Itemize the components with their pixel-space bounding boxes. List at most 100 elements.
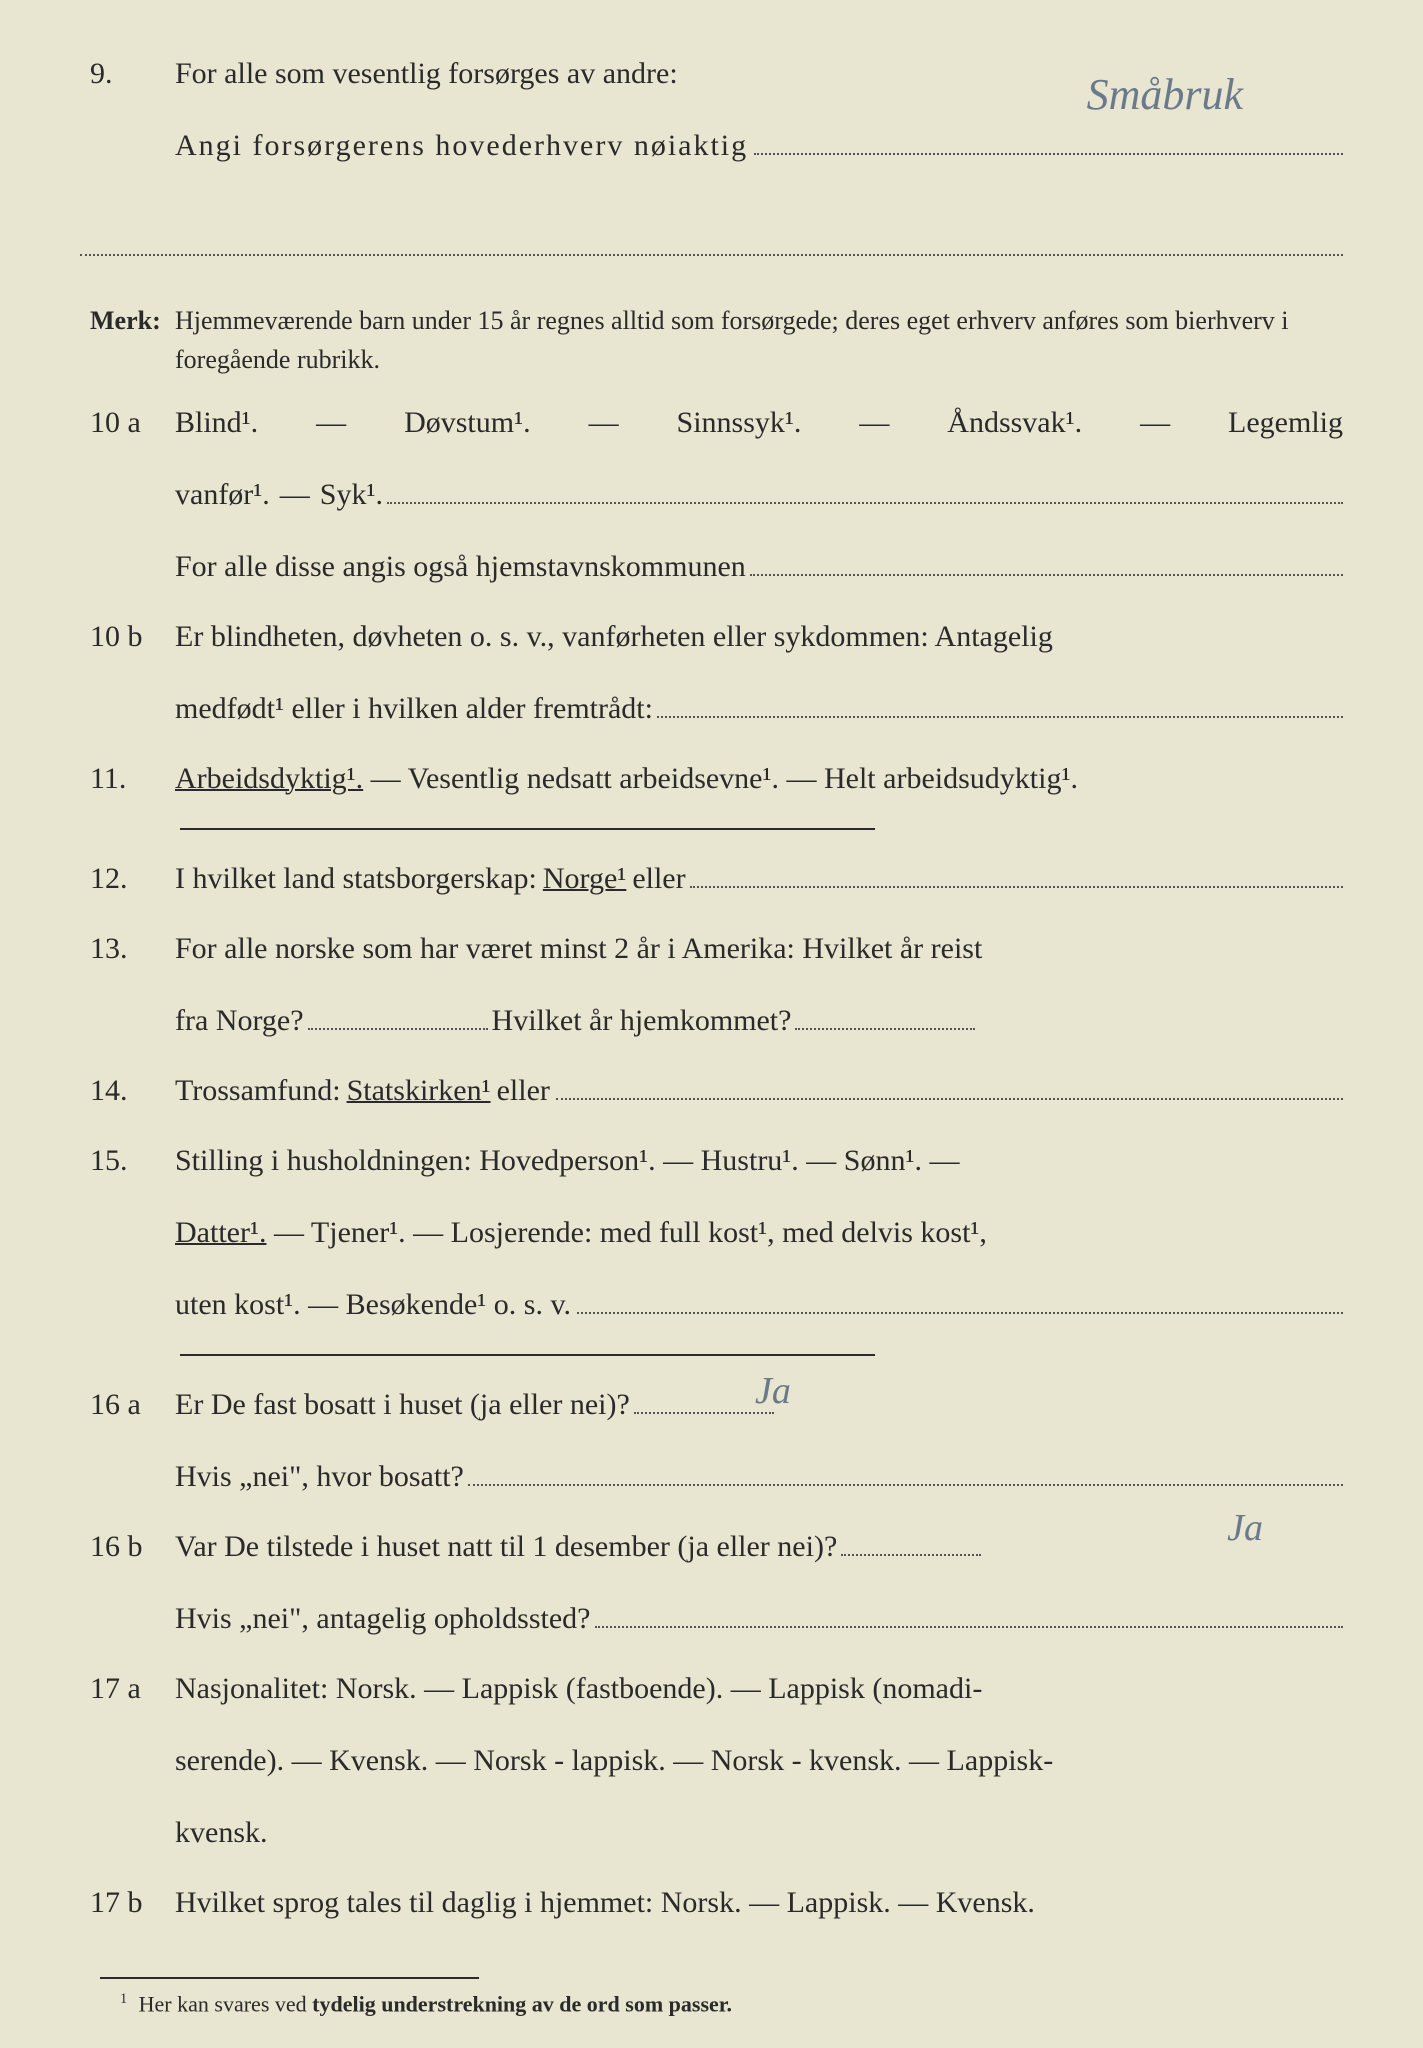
q16b-blank2[interactable] <box>595 1626 1344 1628</box>
q14-content: Trossamfund: Statskirken¹ eller <box>175 1067 1343 1115</box>
q10a-blank2[interactable] <box>750 574 1343 576</box>
q16b-number: 16 b <box>80 1523 175 1571</box>
footnote: 1 Her kan svares ved tydelig understrekn… <box>120 1991 1343 2017</box>
q12-content: I hvilket land statsborgerskap: Norge¹ e… <box>175 855 1343 903</box>
q15-blank[interactable] <box>577 1312 1343 1314</box>
question-10a: 10 a Blind¹. — Døvstum¹. — Sinnssyk¹. — … <box>80 399 1343 591</box>
q15-l2rest: — Tjener¹. — Losjerende: med full kost¹,… <box>274 1216 987 1249</box>
q17a-number: 17 a <box>80 1665 175 1713</box>
divider-dotted-1 <box>80 232 1343 256</box>
q10a-p1: Blind¹. <box>175 399 258 447</box>
q15-line3: uten kost¹. — Besøkende¹ o. s. v. <box>175 1281 571 1329</box>
q10a-d2: — <box>589 399 619 447</box>
q10a-number: 10 a <box>80 399 175 447</box>
q12-pre: I hvilket land statsborgerskap: <box>175 855 537 903</box>
q9-number: 9. <box>80 50 175 98</box>
question-14: 14. Trossamfund: Statskirken¹ eller <box>80 1067 1343 1115</box>
q16b-line1: Var De tilstede i huset natt til 1 desem… <box>175 1523 837 1571</box>
q10a-content: Blind¹. — Døvstum¹. — Sinnssyk¹. — Åndss… <box>175 399 1343 591</box>
q13-content: For alle norske som har været minst 2 år… <box>175 925 1343 1045</box>
q16a-handwritten: Ja <box>755 1361 791 1422</box>
q17a-line3: kvensk. <box>175 1809 1343 1857</box>
merk-text: Hjemmeværende barn under 15 år regnes al… <box>175 301 1343 379</box>
q13-l2mid: Hvilket år hjemkommet? <box>492 997 792 1045</box>
q10b-line2: medfødt¹ eller i hvilken alder fremtrådt… <box>175 685 653 733</box>
divider-2 <box>180 1354 875 1356</box>
q10a-d3: — <box>859 399 889 447</box>
question-17b: 17 b Hvilket sprog tales til daglig i hj… <box>80 1879 1343 1927</box>
q11-underlined: Arbeidsdyktig¹. <box>175 762 363 795</box>
divider-1 <box>180 828 875 830</box>
q12-blank[interactable] <box>690 886 1343 888</box>
q10b-number: 10 b <box>80 613 175 661</box>
q12-underlined: Norge¹ <box>543 855 626 903</box>
q16a-line2: Hvis „nei", hvor bosatt? <box>175 1453 464 1501</box>
q10b-content: Er blindheten, døvheten o. s. v., vanfør… <box>175 613 1343 733</box>
q11-number: 11. <box>80 755 175 803</box>
q10a-p3: Sinnssyk¹. <box>677 399 802 447</box>
q17a-content: Nasjonalitet: Norsk. — Lappisk (fastboen… <box>175 1665 1343 1857</box>
q16b-handwritten: Ja <box>1227 1498 1263 1559</box>
q11-content: Arbeidsdyktig¹. — Vesentlig nedsatt arbe… <box>175 755 1343 803</box>
q14-pre: Trossamfund: <box>175 1067 341 1115</box>
q9-blank[interactable] <box>754 153 1343 155</box>
q17a-line1: Nasjonalitet: Norsk. — Lappisk (fastboen… <box>175 1665 1343 1713</box>
q16a-blank2[interactable] <box>468 1484 1343 1486</box>
q10a-blank1[interactable] <box>387 502 1343 504</box>
q10a-p4: Åndssvak¹. <box>947 399 1082 447</box>
q14-blank[interactable] <box>556 1098 1343 1100</box>
q15-number: 15. <box>80 1137 175 1185</box>
q15-underlined: Datter¹. <box>175 1216 266 1249</box>
q16b-line2: Hvis „nei", antagelig opholdssted? <box>175 1595 591 1643</box>
q14-underlined: Statskirken¹ <box>347 1067 491 1115</box>
q9-content: For alle som vesentlig forsørges av andr… <box>175 50 1343 170</box>
merk-label: Merk: <box>80 301 175 340</box>
question-11: 11. Arbeidsdyktig¹. — Vesentlig nedsatt … <box>80 755 1343 803</box>
q16b-blank1[interactable] <box>841 1554 981 1556</box>
merk-note: Merk: Hjemmeværende barn under 15 år reg… <box>80 301 1343 379</box>
q10a-p5: Legemlig <box>1228 399 1343 447</box>
q10a-d4: — <box>1140 399 1170 447</box>
q10a-d1: — <box>316 399 346 447</box>
question-15: 15. Stilling i husholdningen: Hovedperso… <box>80 1137 1343 1329</box>
footnote-divider <box>100 1977 479 1979</box>
q16a-line1: Er De fast bosatt i huset (ja eller nei)… <box>175 1381 630 1429</box>
question-9: 9. For alle som vesentlig forsørges av a… <box>80 50 1343 170</box>
q16b-content: Var De tilstede i huset natt til 1 desem… <box>175 1523 1343 1643</box>
footnote-sup: 1 <box>120 1991 127 2007</box>
question-16b: 16 b Var De tilstede i huset natt til 1 … <box>80 1523 1343 1643</box>
footnote-bold: tydelig understrekning av de ord som pas… <box>312 1991 732 2016</box>
q11-rest: — Vesentlig nedsatt arbeidsevne¹. — Helt… <box>371 762 1078 795</box>
q10a-l2p2: Syk¹. <box>320 471 383 519</box>
q10b-line1: Er blindheten, døvheten o. s. v., vanfør… <box>175 613 1343 661</box>
q12-number: 12. <box>80 855 175 903</box>
q16a-number: 16 a <box>80 1381 175 1429</box>
q15-content: Stilling i husholdningen: Hovedperson¹. … <box>175 1137 1343 1329</box>
q16a-content: Er De fast bosatt i huset (ja eller nei)… <box>175 1381 1343 1501</box>
q10b-blank[interactable] <box>657 716 1343 718</box>
footnote-pre: Her kan svares ved <box>139 1991 313 2016</box>
question-12: 12. I hvilket land statsborgerskap: Norg… <box>80 855 1343 903</box>
q9-handwritten-answer: Småbruk <box>1087 60 1243 130</box>
q14-post: eller <box>497 1067 550 1115</box>
q17b-text: Hvilket sprog tales til daglig i hjemmet… <box>175 1879 1343 1927</box>
q10a-l2d: — <box>280 471 310 519</box>
q10a-line3: For alle disse angis også hjemstavnskomm… <box>175 543 746 591</box>
q10a-l2p1: vanfør¹. <box>175 471 270 519</box>
question-16a: 16 a Er De fast bosatt i huset (ja eller… <box>80 1381 1343 1501</box>
q13-number: 13. <box>80 925 175 973</box>
q16a-blank1[interactable] <box>634 1412 774 1414</box>
q9-line2: Angi forsørgerens hovederhverv nøiaktig <box>175 122 748 170</box>
q14-number: 14. <box>80 1067 175 1115</box>
q13-l2pre: fra Norge? <box>175 997 304 1045</box>
q15-line1: Stilling i husholdningen: Hovedperson¹. … <box>175 1137 1343 1185</box>
question-10b: 10 b Er blindheten, døvheten o. s. v., v… <box>80 613 1343 733</box>
question-13: 13. For alle norske som har været minst … <box>80 925 1343 1045</box>
q17a-line2: serende). — Kvensk. — Norsk - lappisk. —… <box>175 1737 1343 1785</box>
q17b-number: 17 b <box>80 1879 175 1927</box>
q13-blank1[interactable] <box>308 1028 488 1030</box>
q13-line1: For alle norske som har været minst 2 år… <box>175 925 1343 973</box>
q10a-p2: Døvstum¹. <box>404 399 531 447</box>
question-17a: 17 a Nasjonalitet: Norsk. — Lappisk (fas… <box>80 1665 1343 1857</box>
q13-blank2[interactable] <box>795 1028 975 1030</box>
